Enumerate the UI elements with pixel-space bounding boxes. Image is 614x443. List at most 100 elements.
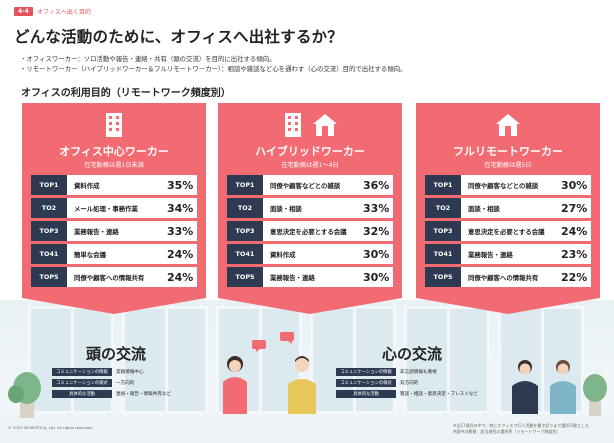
rank-tag: TO41 — [31, 244, 67, 264]
exchange-row: 具体的な活動 雑談・相談・意思決定・ブレストなど — [336, 389, 496, 398]
top-bar: 4-4 オフィスへ出く目的 — [0, 0, 614, 22]
rank-tag: TOP3 — [227, 221, 263, 241]
exchange-value: 一方向的 — [116, 380, 135, 386]
speech-bubble-icon — [280, 332, 294, 344]
ranking-row: TOP3 意思決定を必要とする会議 32% — [227, 221, 393, 241]
office-building-icon — [285, 113, 301, 137]
rank-text: 面談・相談 — [468, 204, 500, 213]
ranking-row: TO41 業務報告・連絡 23% — [425, 244, 591, 264]
section-subtitle: オフィスの利用目的（リモートワーク頻度別） — [21, 88, 231, 99]
rank-text: 同僚や顧客などとの雑談 — [468, 181, 539, 190]
card-title: ハイブリッドワーカー — [255, 145, 365, 158]
ranking-list: TOP1 同僚や顧客などとの雑談 36% TO2 面談・相談 33% TOP3 意思決定を… — [227, 175, 393, 290]
plant-illustration — [583, 374, 607, 416]
ranking-row: TOP5 同僚や顧客への情報共有 22% — [425, 267, 591, 287]
speech-bubble-icon — [252, 340, 266, 352]
ranking-row: TOP1 同僚や顧客などとの雑談 30% — [425, 175, 591, 195]
ranking-row: TO2 メール処理・事務作業 34% — [31, 198, 197, 218]
footnotes: ※全17項目の中で、特にオフィスで行う活動を書き記りまで選択可能とした ※図中の… — [453, 423, 589, 435]
ranking-row: TO2 面談・相談 33% — [227, 198, 393, 218]
rank-tag: TOP5 — [425, 267, 461, 287]
rank-tag: TOP1 — [227, 175, 263, 195]
ranking-row: TOP3 業務報告・連絡 33% — [31, 221, 197, 241]
rank-percent: 33% — [363, 201, 390, 215]
rank-text: メール処理・事務作業 — [74, 204, 138, 213]
ranking-row: TO41 資料作成 30% — [227, 244, 393, 264]
ranking-row: TOP3 意思決定を必要とする会議 24% — [425, 221, 591, 241]
footnote: ※図中の数値：該当項目の選択率（リモートワーク頻度別） — [453, 429, 561, 434]
rank-text: 同僚や顧客への情報共有 — [468, 273, 539, 282]
rank-percent: 36% — [363, 178, 390, 192]
heart-exchange-table: コミュニケーションの情報 非言語情報も重視 コミュニケーションの様式 双方向的 具体… — [336, 367, 496, 400]
exchange-value: 非言語情報も重視 — [400, 369, 437, 375]
ranking-row: TOP1 同僚や顧客などとの雑談 36% — [227, 175, 393, 195]
rank-text: 同僚や顧客への情報共有 — [74, 273, 145, 282]
person-illustration — [550, 360, 576, 414]
exchange-value: 双方向的 — [400, 380, 419, 386]
plant-illustration — [8, 372, 41, 418]
person-man-illustration — [288, 356, 316, 414]
rank-text: 面談・相談 — [270, 204, 302, 213]
rank-tag: TOP3 — [425, 221, 461, 241]
bullet-office-worker: ・オフィスワーカー：ソロ活動や報告・連絡・共有（頭の交流）を目的に出社する傾向。 — [20, 55, 276, 63]
rank-tag: TO2 — [31, 198, 67, 218]
page-title: どんな活動のために、オフィスへ出社するか？ — [14, 28, 343, 46]
rank-tag: TOP1 — [31, 175, 67, 195]
rank-percent: 30% — [561, 178, 588, 192]
rank-text: 同僚や顧客などとの雑談 — [270, 181, 341, 190]
rank-percent: 23% — [561, 247, 588, 261]
rank-percent: 34% — [167, 201, 194, 215]
rank-text: 業務報告・連絡 — [468, 250, 513, 259]
rank-tag: TOP5 — [31, 267, 67, 287]
card-hybrid-worker: ハイブリッドワーカー 在宅勤務は週1〜4日 TOP1 同僚や顧客などとの雑談 36%… — [218, 103, 402, 314]
rank-tag: TO41 — [227, 244, 263, 264]
ranking-list: TOP1 同僚や顧客などとの雑談 30% TO2 面談・相談 27% TOP3 意思決定を… — [425, 175, 591, 290]
exchange-tag: コミュニケーションの情報 — [336, 367, 396, 376]
rank-text: 資料作成 — [270, 250, 296, 259]
home-icon — [313, 114, 337, 136]
exchange-row: コミュニケーションの情報 実践情報中心 — [52, 367, 192, 376]
exchange-value: 連絡・報告・情報共有など — [116, 391, 172, 397]
ranking-row: TO41 簡単な会議 24% — [31, 244, 197, 264]
card-subtitle: 在宅勤務は週1〜4日 — [281, 162, 339, 169]
rank-percent: 24% — [167, 270, 194, 284]
window — [122, 306, 208, 414]
card-office-centric-worker: オフィス中心ワーカー 在宅勤務は週1日未満 TOP1 資料作成 35% TO2 メール… — [22, 103, 206, 314]
rank-tag: TOP1 — [425, 175, 461, 195]
exchange-row: 具体的な活動 連絡・報告・情報共有など — [52, 389, 192, 398]
rank-tag: TOP3 — [31, 221, 67, 241]
footnote: ※全17項目の中で、特にオフィスで行う活動を書き記りまで選択可能とした — [453, 423, 590, 428]
rank-percent: 24% — [561, 224, 588, 238]
rank-text: 意思決定を必要とする会議 — [468, 227, 545, 236]
rank-tag: TO2 — [425, 198, 461, 218]
card-subtitle: 在宅勤務は週1日未満 — [84, 162, 144, 169]
section-badge: 4-4 — [14, 7, 33, 16]
exchange-row: コミュニケーションの情報 非言語情報も重視 — [336, 367, 496, 376]
rank-percent: 32% — [363, 224, 390, 238]
rank-text: 意思決定を必要とする会議 — [270, 227, 347, 236]
exchange-tag: コミュニケーションの様式 — [52, 378, 112, 387]
exchange-tag: コミュニケーションの様式 — [336, 378, 396, 387]
section-label: オフィスへ出く目的 — [37, 9, 91, 16]
rank-text: 業務報告・連絡 — [270, 273, 315, 282]
rank-tag: TO2 — [227, 198, 263, 218]
rank-percent: 33% — [167, 224, 194, 238]
ranking-row: TO2 面談・相談 27% — [425, 198, 591, 218]
card-subtitle: 在宅勤務は週5日 — [484, 162, 532, 169]
rank-percent: 35% — [167, 178, 194, 192]
exchange-row: コミュニケーションの様式 双方向的 — [336, 378, 496, 387]
heart-exchange-title: 心の交流 — [382, 345, 443, 363]
exchange-tag: コミュニケーションの情報 — [52, 367, 112, 376]
head-exchange-table: コミュニケーションの情報 実践情報中心 コミュニケーションの様式 一方向的 具体的な… — [52, 367, 192, 400]
exchange-tag: 具体的な活動 — [52, 389, 112, 398]
exchange-row: コミュニケーションの様式 一方向的 — [52, 378, 192, 387]
summary-bullets: ・オフィスワーカー：ソロ活動や報告・連絡・共有（頭の交流）を目的に出社する傾向。… — [20, 54, 407, 74]
exchange-value: 雑談・相談・意思決定・ブレストなど — [400, 391, 479, 397]
rank-text: 業務報告・連絡 — [74, 227, 119, 236]
floor — [0, 414, 614, 443]
card-full-remote-worker: フルリモートワーカー 在宅勤務は週5日 TOP1 同僚や顧客などとの雑談 30% T… — [416, 103, 600, 314]
rank-percent: 30% — [363, 270, 390, 284]
person-illustration — [512, 360, 538, 414]
rank-tag: TO41 — [425, 244, 461, 264]
card-title: フルリモートワーカー — [453, 145, 563, 158]
